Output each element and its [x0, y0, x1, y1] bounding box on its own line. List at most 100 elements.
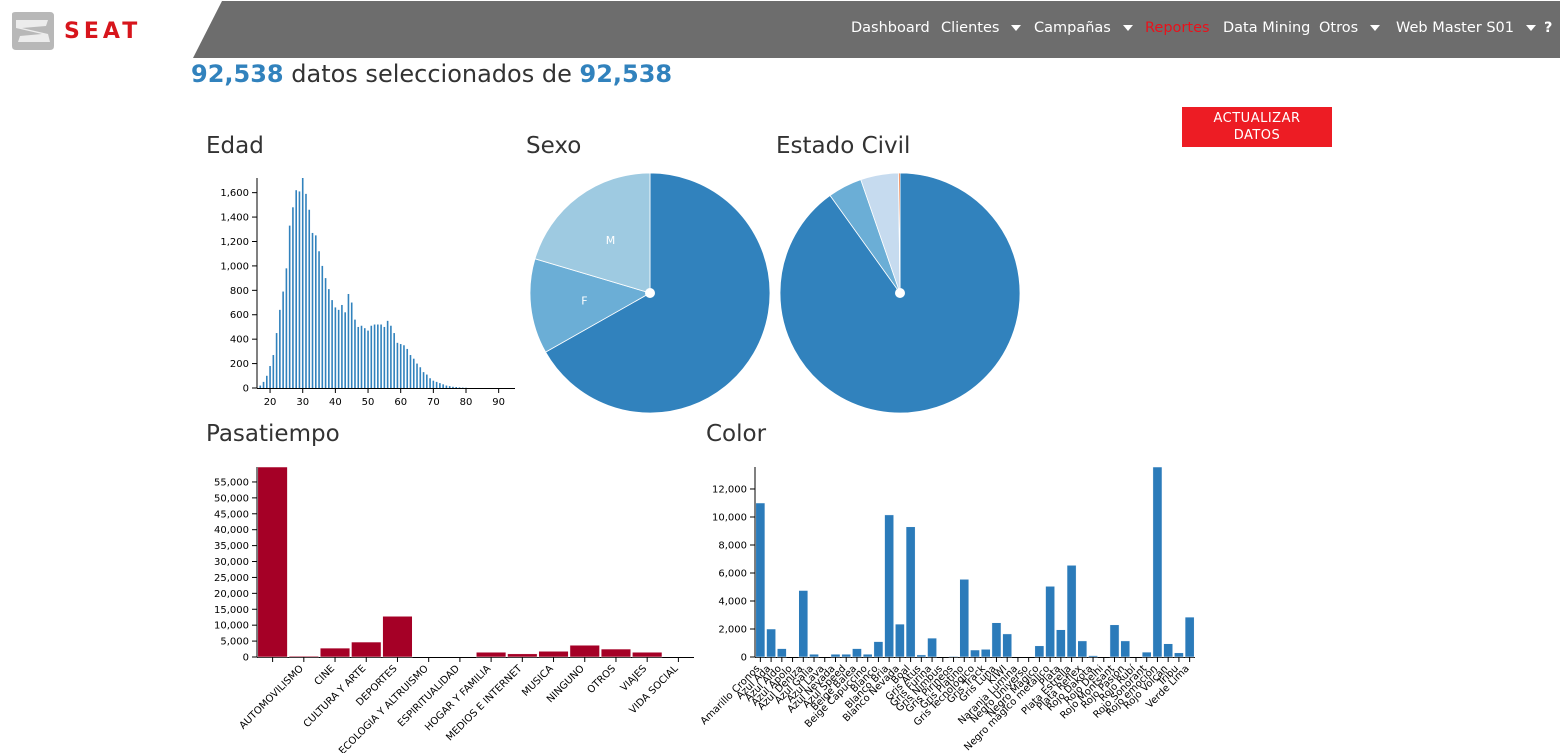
- chart-edad: Edad 0 200 400 600 800 1,000 1,200 1,400 1,600 20…: [206, 133, 515, 408]
- bar: [1141, 651, 1152, 658]
- bar: [377, 324, 379, 388]
- bar: [1034, 645, 1045, 658]
- y-tick-label: 10,000: [214, 621, 249, 632]
- bar: [538, 651, 569, 658]
- bar: [884, 514, 894, 658]
- logo-text: SEAT: [64, 19, 141, 44]
- nav-item[interactable]: Clientes: [941, 20, 1021, 36]
- nav-item[interactable]: ?: [1544, 20, 1553, 36]
- bar: [569, 644, 600, 658]
- x-tick-label: 60: [394, 397, 407, 408]
- bar: [351, 641, 382, 658]
- y-tick-label: 12,000: [712, 484, 747, 495]
- pie-slice: [545, 172, 771, 414]
- bar: [298, 191, 301, 388]
- bar: [357, 326, 360, 388]
- bar: [341, 304, 343, 388]
- bar: [334, 307, 337, 388]
- bar: [927, 637, 937, 658]
- bar: [265, 375, 268, 388]
- bar: [406, 348, 409, 388]
- chart-title: Color: [706, 421, 767, 447]
- pie-slice: [898, 172, 901, 294]
- bar: [354, 319, 356, 388]
- x-tick-label: CINE: [313, 663, 338, 688]
- y-tick-label: 1,400: [220, 213, 249, 224]
- bar: [429, 378, 431, 388]
- chart-pasatiempo: Pasatiempo 0 5,000 10,000 15,000 20,000 25,00…: [206, 421, 694, 753]
- bar: [285, 268, 288, 388]
- x-tick-label: 40: [329, 397, 342, 408]
- bar: [1088, 655, 1098, 658]
- bar: [295, 190, 297, 388]
- nav-item[interactable]: Otros: [1319, 20, 1380, 36]
- bar: [980, 649, 991, 658]
- chart-title: Estado Civil: [776, 133, 910, 159]
- bar: [275, 333, 278, 388]
- y-tick-label: 2,000: [718, 624, 747, 635]
- bar: [367, 330, 369, 388]
- bar: [288, 655, 319, 658]
- bar: [432, 380, 435, 388]
- bar: [507, 653, 538, 658]
- x-tick-label: 70: [427, 397, 440, 408]
- bar: [777, 648, 787, 658]
- bar: [288, 225, 291, 388]
- bar: [873, 641, 884, 658]
- bar: [1066, 565, 1077, 658]
- y-tick-label: 20,000: [214, 589, 249, 600]
- bar: [476, 651, 507, 658]
- y-tick-label: 1,200: [220, 237, 249, 248]
- summary: 92,538 datos seleccionados de 92,538: [191, 60, 672, 88]
- bar: [373, 324, 376, 388]
- chart-estado-civil: Estado Civil: [776, 133, 1021, 414]
- bar: [321, 265, 324, 388]
- bar: [337, 309, 340, 388]
- bar: [382, 616, 413, 658]
- chart-sexo: Sexo F M: [526, 133, 771, 414]
- bar: [455, 387, 458, 388]
- bar: [383, 326, 386, 388]
- bar: [445, 385, 448, 388]
- selected-count: 92,538: [191, 60, 284, 88]
- bar: [852, 648, 862, 658]
- bar: [324, 278, 327, 388]
- bar: [350, 302, 353, 388]
- x-tick-label: 20: [264, 397, 277, 408]
- bar: [632, 651, 663, 658]
- bar: [390, 325, 392, 388]
- y-tick-label: 1,600: [220, 188, 249, 199]
- summary-text: datos seleccionados de: [291, 60, 572, 88]
- x-tick-label: VIAJES: [619, 663, 650, 694]
- bar: [426, 374, 428, 388]
- bar: [895, 623, 905, 658]
- y-tick-label: 1,000: [220, 261, 249, 272]
- bar: [318, 251, 320, 388]
- slice-label: M: [606, 234, 616, 247]
- bar: [991, 622, 1002, 658]
- bar: [435, 381, 438, 388]
- bar: [1174, 652, 1184, 658]
- bar: [282, 291, 284, 388]
- bar: [422, 372, 425, 388]
- slice-label: F: [581, 294, 587, 307]
- nav-item[interactable]: Campañas: [1034, 20, 1133, 36]
- nav-item[interactable]: Web Master S01: [1396, 20, 1536, 36]
- update-button[interactable]: ACTUALIZAR DATOS: [1182, 107, 1332, 147]
- bar: [269, 366, 271, 388]
- nav-item[interactable]: Data Mining: [1223, 20, 1311, 36]
- x-tick-label: 50: [362, 397, 375, 408]
- chart-color: Color 02,0004,0006,0008,00010,00012,000A…: [700, 421, 1195, 753]
- chart-title: Edad: [206, 133, 264, 159]
- bar: [905, 526, 916, 658]
- bar: [370, 325, 373, 388]
- bar: [301, 178, 304, 388]
- bar: [262, 381, 265, 388]
- bar: [1077, 640, 1088, 658]
- bar: [347, 293, 350, 388]
- nav-item[interactable]: Dashboard: [851, 20, 930, 36]
- nav-item[interactable]: Reportes: [1145, 20, 1210, 36]
- bar: [344, 312, 346, 388]
- bar: [1152, 466, 1163, 658]
